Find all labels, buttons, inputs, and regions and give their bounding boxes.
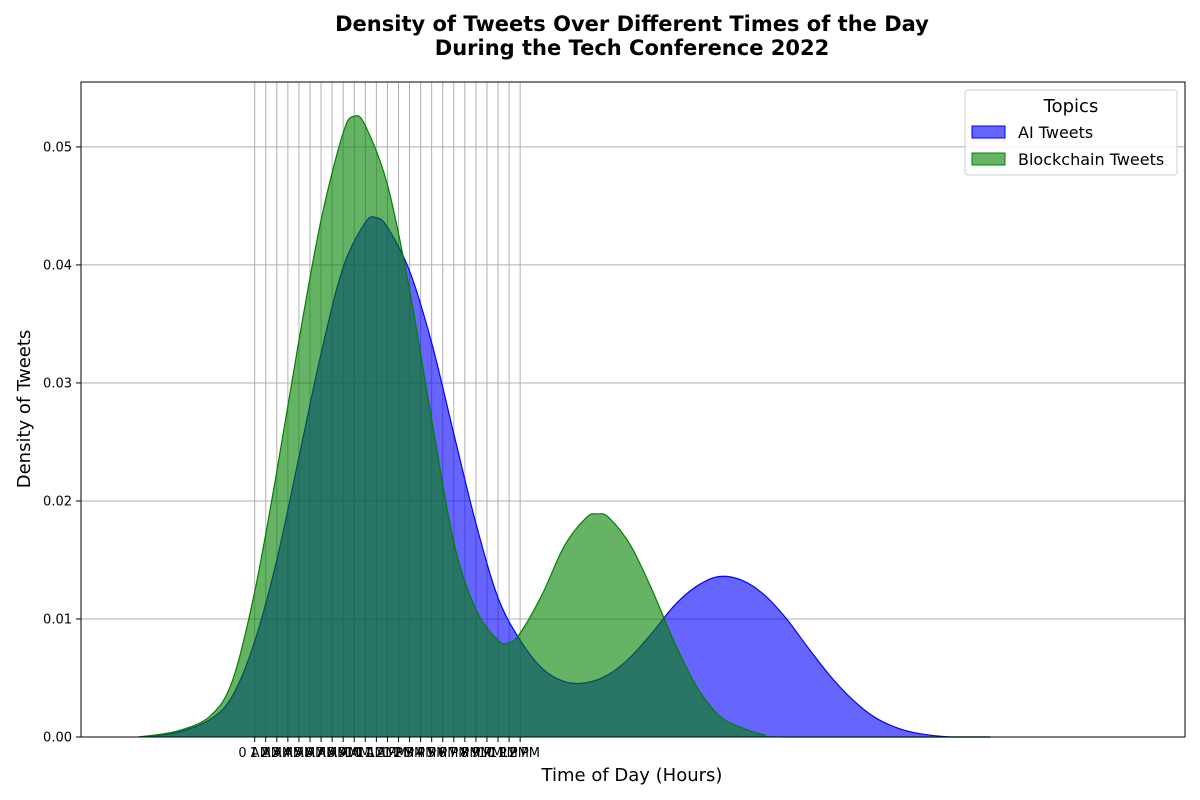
x-tick-label: 10 AM	[345, 746, 386, 761]
y-axis-label: Density of Tweets	[14, 330, 35, 489]
legend-label-ai-tweets: AI Tweets	[1018, 123, 1093, 142]
line-blockchain-tweets	[138, 115, 991, 738]
x-tick-label: 5 AM	[294, 746, 327, 761]
legend-box	[964, 89, 1178, 176]
y-tick-label: 0.05	[43, 140, 72, 155]
y-axis-ticks: 0.00 0.01 0.02 0.03 0.04 0.05	[43, 140, 81, 746]
x-tick-label: 7 PM	[449, 746, 480, 761]
area-blockchain-tweets	[138, 115, 991, 737]
x-tick-label: 8 AM	[327, 746, 360, 761]
x-tick-label: 9 AM	[338, 746, 371, 761]
x-axis-ticks: 0 AM1 AM2 AM3 AM4 AM5 AM6 AM7 AM8 AM9 AM…	[238, 737, 540, 761]
x-tick-label: 6 PM	[438, 746, 469, 761]
y-tick-label: 0.00	[43, 731, 72, 746]
x-tick-label: 3 PM	[405, 746, 436, 761]
x-tick-label: 1 PM	[383, 746, 414, 761]
x-tick-label: 2 PM	[394, 746, 425, 761]
plot-frame	[80, 81, 1186, 738]
x-tick-label: 8 PM	[460, 746, 491, 761]
y-tick-label: 0.02	[43, 494, 72, 509]
y-tick-label: 0.04	[43, 258, 72, 273]
x-tick-label: 2 AM	[261, 746, 294, 761]
chart-title-line-2: During the Tech Conference 2022	[435, 36, 829, 60]
x-tick-label: 4 AM	[283, 746, 316, 761]
y-tick-label: 0.03	[43, 376, 72, 391]
x-tick-label: 11 PM	[489, 746, 529, 761]
series-layer	[138, 115, 991, 738]
legend-title: Topics	[1043, 96, 1099, 117]
x-tick-label: 3 AM	[272, 746, 305, 761]
legend-swatch-blockchain-tweets	[971, 152, 1006, 166]
legend-swatch-ai-tweets	[971, 125, 1006, 139]
x-tick-label: 9 PM	[471, 746, 502, 761]
x-axis-label: Time of Day (Hours)	[541, 765, 723, 786]
x-tick-label: 10 PM	[478, 746, 518, 761]
x-tick-label: 0 AM	[238, 746, 271, 761]
x-tick-label: 1 AM	[249, 746, 282, 761]
x-tick-label: 7 AM	[316, 746, 349, 761]
chart-title-line-1: Density of Tweets Over Different Times o…	[335, 12, 929, 36]
x-tick-label: 5 PM	[427, 746, 458, 761]
x-tick-label: 6 AM	[305, 746, 338, 761]
x-tick-label: 12 PM	[368, 746, 408, 761]
x-tick-label: 12 PM	[500, 746, 540, 761]
legend-label-blockchain-tweets: Blockchain Tweets	[1018, 150, 1164, 169]
legend: Topics AI Tweets Blockchain Tweets	[964, 89, 1178, 176]
y-tick-label: 0.01	[43, 612, 72, 627]
x-tick-label: 11 AM	[356, 746, 397, 761]
x-tick-label: 4 PM	[416, 746, 447, 761]
